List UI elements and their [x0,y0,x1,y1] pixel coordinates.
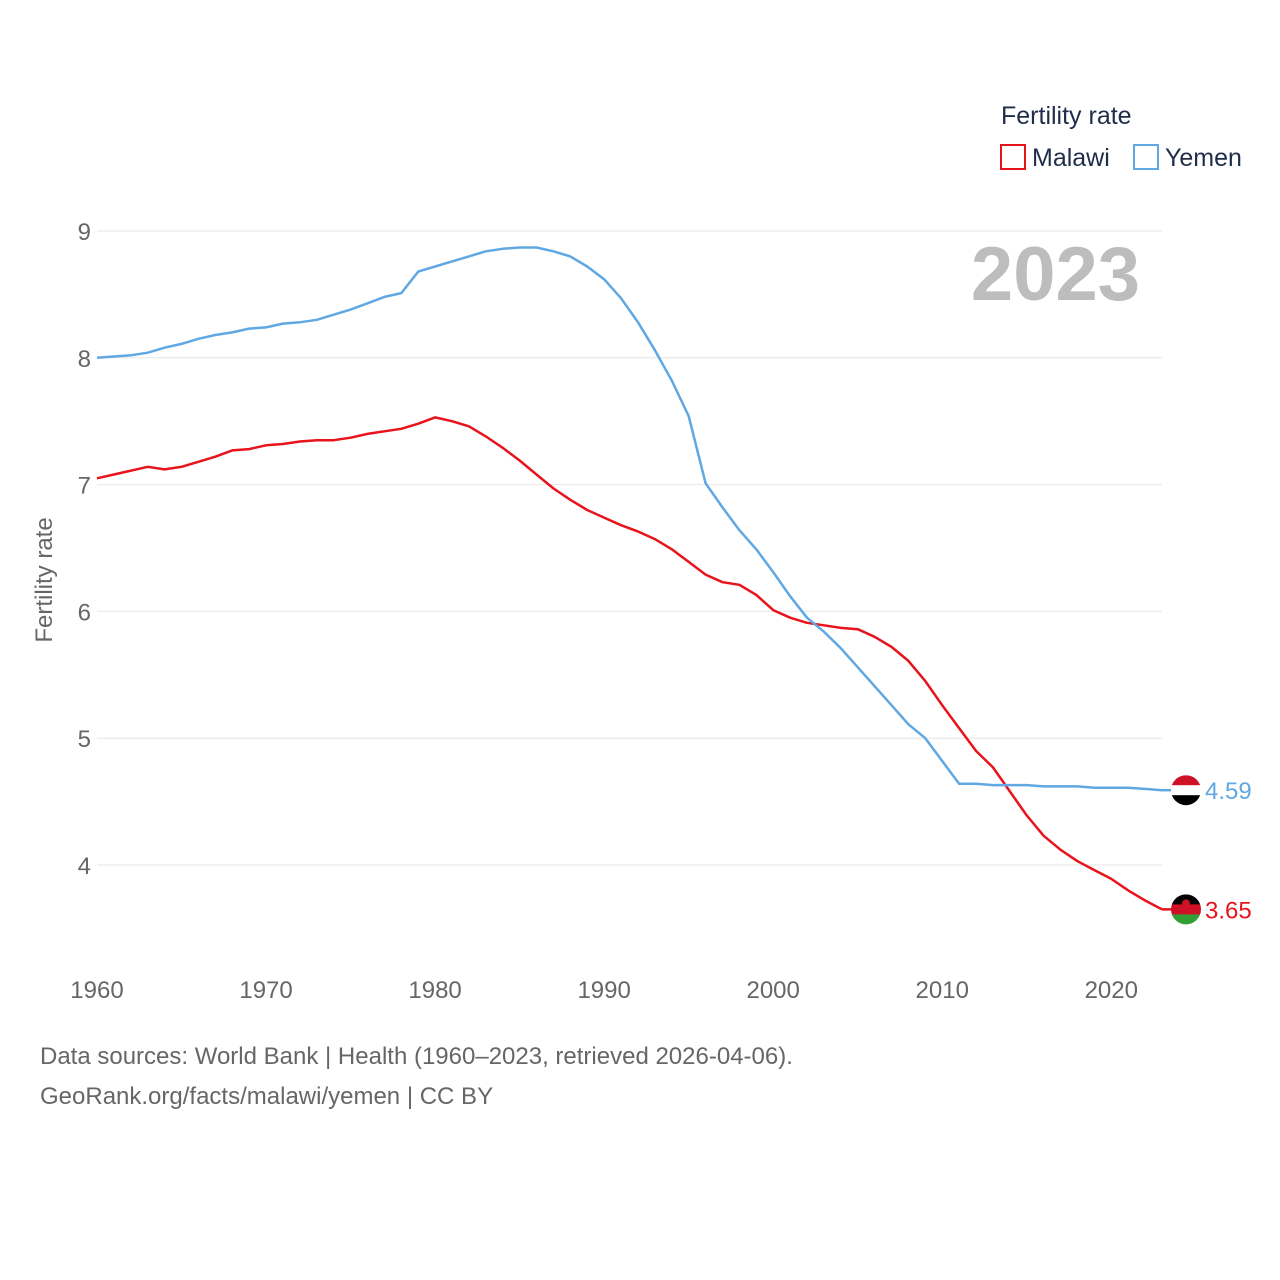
x-tick-label: 1990 [577,977,630,1004]
legend-swatch-yemen [1133,144,1159,170]
x-tick-label: 1970 [239,977,292,1004]
series-endpoints: 3.65 4.59 [1162,775,1252,925]
x-tick-label: 1980 [408,977,461,1004]
y-tick-label: 9 [78,219,91,246]
y-axis-label: Fertility rate [31,517,58,642]
y-tick-label: 4 [78,853,91,880]
current-year-label: 2023 [971,232,1140,317]
y-tick-label: 5 [78,726,91,753]
series-line-malawi [96,416,1163,911]
yemen-flag-icon [1171,775,1201,806]
series-lines [96,246,1163,911]
legend: Fertility rate Malawi Yemen [1000,102,1242,172]
y-tick-label: 6 [78,599,91,626]
end-value-label-malawi: 3.65 [1205,897,1252,924]
grid-lines [97,230,1162,866]
legend-label-yemen: Yemen [1165,144,1242,172]
x-tick-label: 2010 [916,977,969,1004]
legend-title: Fertility rate [1001,102,1132,130]
x-tick-label: 2000 [746,977,799,1004]
malawi-flag-icon [1171,894,1201,925]
legend-item-malawi[interactable]: Malawi [1000,144,1110,172]
x-tick-label: 2020 [1085,977,1138,1004]
legend-swatch-malawi [1000,144,1026,170]
x-axis-ticks: 1960 1970 1980 1990 2000 2010 2020 [70,977,1138,1004]
data-source-note: Data sources: World Bank | Health (1960–… [40,1043,793,1070]
y-axis-ticks: 4 5 6 7 8 9 [78,219,91,880]
x-tick-label: 1960 [70,977,123,1004]
legend-label-malawi: Malawi [1032,144,1110,172]
end-value-label-yemen: 4.59 [1205,778,1252,805]
source-url-credit[interactable]: GeoRank.org/facts/malawi/yemen | CC BY [40,1083,494,1110]
y-tick-label: 7 [78,473,91,500]
series-line-yemen [96,246,1163,792]
y-tick-label: 8 [78,346,91,373]
legend-item-yemen[interactable]: Yemen [1133,144,1242,172]
